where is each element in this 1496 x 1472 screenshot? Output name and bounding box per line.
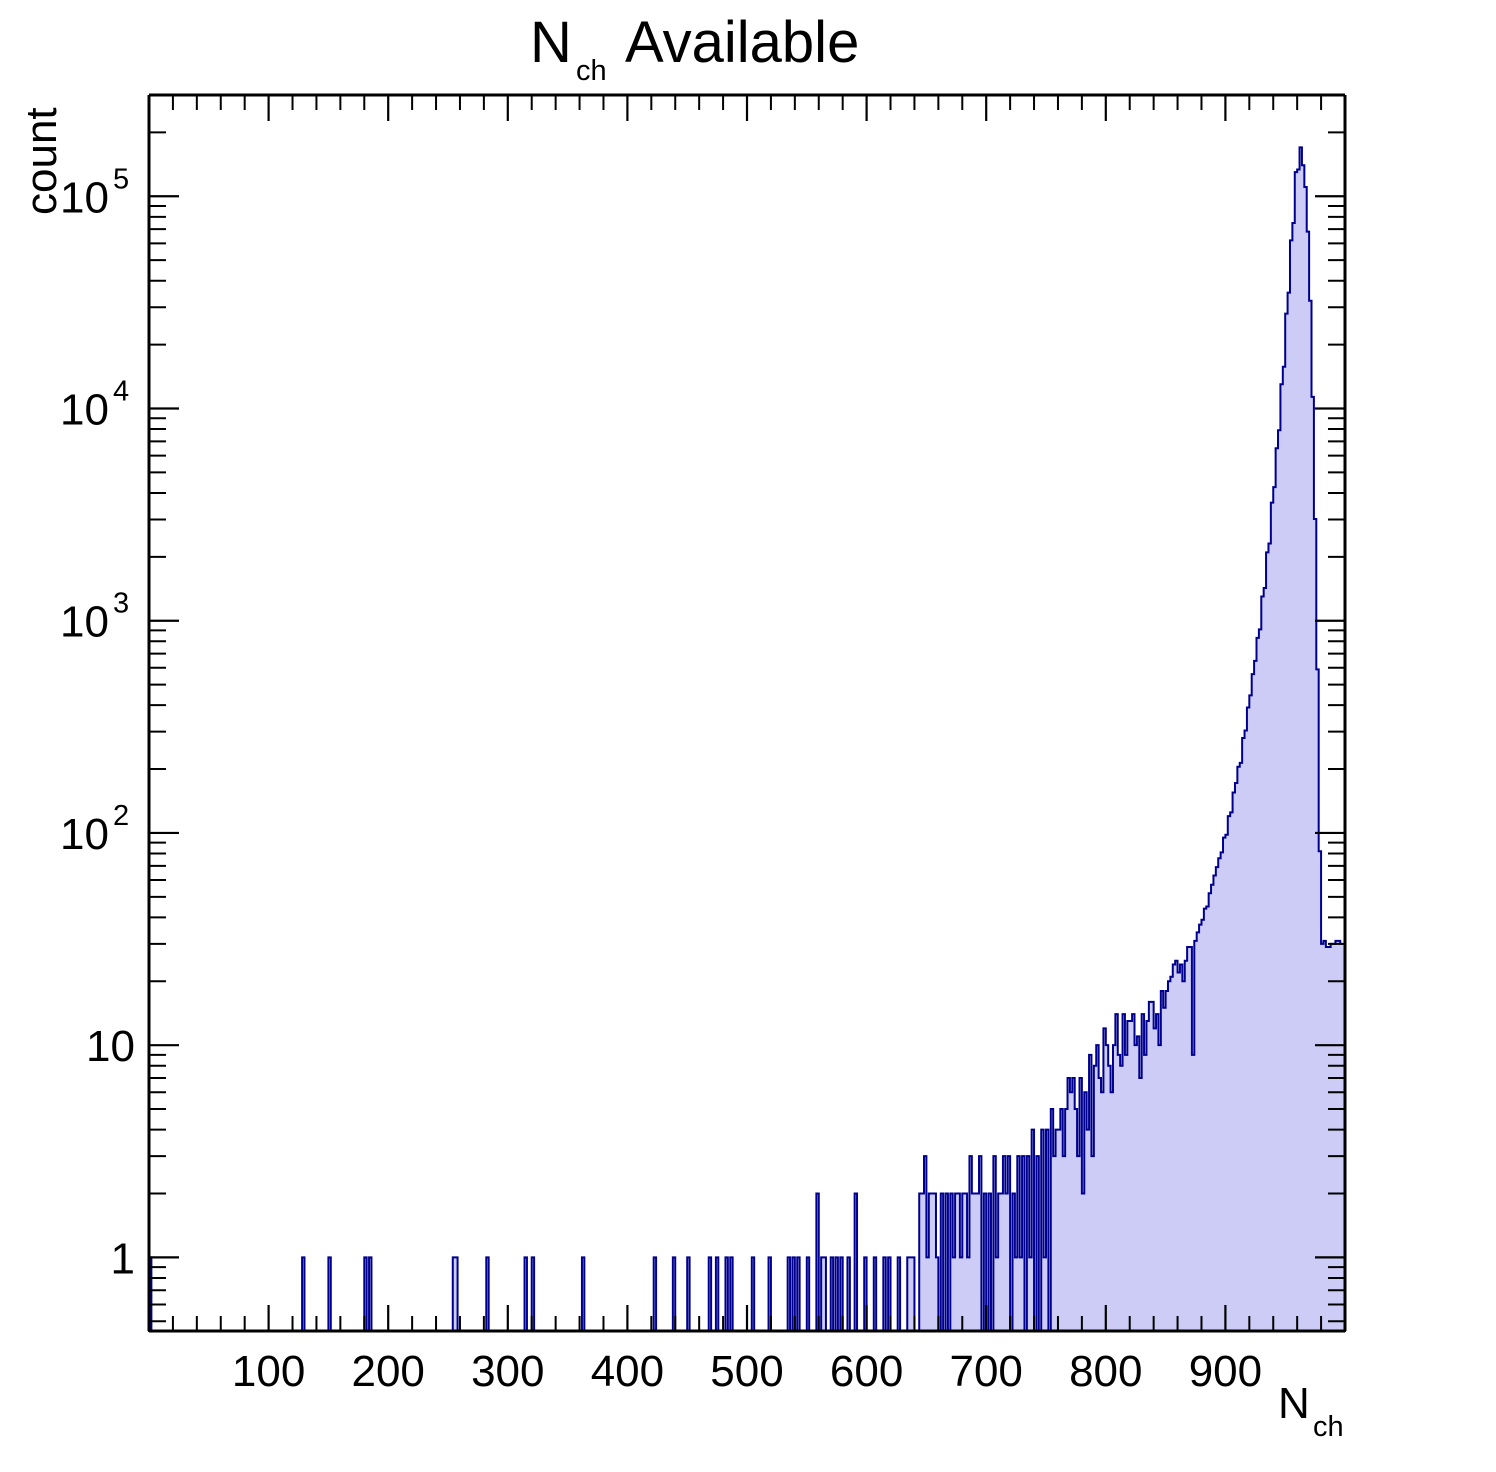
x-tick-label: 500	[710, 1347, 783, 1396]
x-tick-label: 100	[232, 1347, 305, 1396]
y-tick-label-exponent: 2	[113, 800, 129, 832]
y-axis-label: count	[17, 107, 66, 215]
x-tick-label: 200	[351, 1347, 424, 1396]
x-tick-label: 800	[1069, 1347, 1142, 1396]
title-main: N	[530, 10, 572, 75]
y-tick-label: 1	[111, 1234, 135, 1283]
y-tick-label: 10	[86, 1022, 135, 1071]
x-tick-label: 700	[949, 1347, 1022, 1396]
x-axis-label-subscript: ch	[1313, 1411, 1344, 1443]
x-tick-label: 400	[591, 1347, 664, 1396]
plot-frame	[147, 93, 1347, 1333]
page-title: N ch Available	[530, 10, 859, 87]
y-tick-label-exponent: 3	[113, 588, 129, 620]
x-tick-label: 600	[830, 1347, 903, 1396]
y-tick-label-base: 10	[60, 385, 109, 434]
histogram-path	[148, 146, 1346, 1332]
title-subscript: ch	[576, 55, 607, 87]
histogram-series	[148, 146, 1346, 1332]
x-tick-label: 900	[1189, 1347, 1262, 1396]
title-rest: Available	[625, 10, 859, 75]
y-tick-label-base: 10	[60, 598, 109, 647]
x-axis-label: N ch	[1278, 1379, 1344, 1443]
y-tick-label-exponent: 4	[113, 375, 129, 407]
y-tick-label-base: 10	[60, 173, 109, 222]
axis-ticks	[149, 95, 1345, 1331]
y-tick-label-exponent: 5	[113, 163, 129, 195]
x-axis-label-main: N	[1278, 1379, 1310, 1428]
x-tick-label: 300	[471, 1347, 544, 1396]
y-tick-label-base: 10	[60, 810, 109, 859]
